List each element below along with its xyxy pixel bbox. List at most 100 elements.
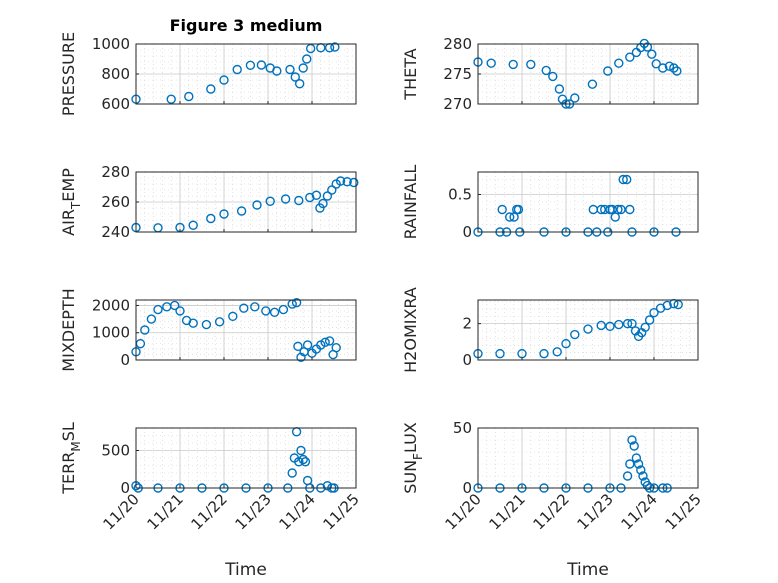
rainfall-data-point [613,204,623,215]
theta-data-point [625,52,635,62]
rainfall-data-point [625,204,635,215]
rainfall-data-point [497,204,507,215]
subplot-mixdepth: 0 1000 2000 MIXDEPTH [59,288,357,372]
pressure-data-point [298,63,308,73]
air-temp-y-tick-label: 240 [101,223,130,241]
sun-flux-data-point [636,465,646,475]
sun-flux-data-point [638,471,648,481]
h2omixra-y-axis-label-main: H2OMIXRA [401,287,420,373]
mixdepth-data-point [291,298,302,308]
mixdepth-data-point [188,318,198,328]
mixdepth-data-point [320,337,330,347]
sun-flux-data-point [631,453,642,463]
mixdepth-y-tick-label: 1000 [92,324,130,342]
h2omixra-data-point [627,318,637,329]
theta-data-point [664,61,675,71]
pressure-data-point [285,64,295,75]
h2omixra-y-tick-label: 2 [462,315,472,333]
terr-msl-y-tick-label: 0 [120,479,130,497]
terr-msl-axes-border [135,427,357,489]
rainfall-data-point [504,212,515,222]
terr-msl-data-point [296,445,306,456]
h2omixra-y-axis-label: H2OMIXRA [401,287,420,373]
h2omixra-data-point [662,300,672,311]
theta-data-point [548,71,558,82]
mixdepth-y-axis-label: MIXDEPTH [59,288,78,371]
pressure-y-tick-label: 600 [101,95,130,113]
theta-data-point [647,49,657,59]
air-temp-data-point [335,176,346,186]
air-temp-y-axis-label-main: AIR [59,209,78,236]
h2omixra-data-point [539,348,549,359]
pressure-data-point [272,66,282,76]
air-temp-data-point [188,220,198,230]
air-temp-y-tick-label: 280 [101,163,130,181]
figure-title: Figure 3 medium [170,16,323,35]
theta-data-point [508,59,518,70]
rainfall-y-axis-label-main: RAINFALL [401,165,420,240]
sun-flux-axes-border [477,427,699,489]
pressure-y-axis-label-main: PRESSURE [59,32,78,116]
air-temp-data-point [252,200,262,210]
mixdepth-data-point [293,341,303,352]
mixdepth-data-point [201,319,212,330]
sun-flux-y-axis-label-main: SUN [401,460,420,494]
terr-msl-x-tick-label: 11/24 [276,490,319,533]
air-temp-data-point [236,206,247,216]
mixdepth-data-point [146,314,157,324]
air-temp-y-axis-label-subscript: T [69,201,83,210]
pressure-data-point [302,54,312,64]
mixdepth-data-point [331,343,341,353]
h2omixra-data-point [622,318,633,329]
terr-msl-data-point [294,457,304,467]
sun-flux-x-tick-label: 11/24 [618,490,661,533]
mixdepth-data-point [250,302,260,312]
sun-flux-x-tick-label: 11/25 [662,490,705,533]
air-temp-data-point [305,192,315,203]
h2omixra-axes-border [477,299,699,361]
mixdepth-y-tick-label: 2000 [92,296,130,314]
air-temp-data-point [294,195,304,206]
terr-msl-x-tick-label: 11/23 [232,490,275,533]
mixdepth-data-point [175,306,185,316]
pressure-data-point [256,60,267,70]
sun-flux-y-tick-label: 0 [462,479,472,497]
pressure-data-point [330,42,340,52]
theta-data-point [642,42,653,52]
sun-flux-x-tick-label: 11/21 [486,490,529,533]
pressure-data-point [166,94,176,104]
pressure-data-point [290,72,300,82]
terr-msl-data-point [322,481,333,491]
theta-data-point [614,58,624,68]
theta-data-point [658,63,668,73]
theta-y-tick-label: 275 [443,65,472,83]
pressure-data-point [245,60,256,71]
theta-y-tick-label: 270 [443,95,472,113]
theta-data-point [651,59,661,69]
mixdepth-axes-border [135,299,357,361]
h2omixra-data-point [644,315,655,325]
terr-msl-x-tick-label: 11/22 [188,490,231,533]
sun-flux-y-axis-label: SUNFLUX [401,422,425,494]
air-temp-data-point [219,209,229,219]
subplot-h2omixra: 0 2 H2OMIXRA [401,287,699,373]
rainfall-data-point [618,174,628,185]
h2omixra-data-point [495,348,505,359]
mixdepth-data-point [239,303,249,313]
theta-y-axis-label: THETA [401,48,420,100]
mixdepth-data-point [261,306,271,316]
h2omixra-data-point [605,321,615,332]
terr-msl-x-tick-label: 11/21 [144,490,187,533]
h2omixra-data-point [596,320,606,331]
terr-msl-data-point [287,468,297,478]
rainfall-data-point [616,204,626,215]
air-temp-data-point [322,191,333,201]
sun-flux-axes-background [477,427,699,489]
theta-data-point [541,65,551,76]
h2omixra-data-point [640,322,650,332]
air-temp-data-point [206,213,216,224]
mixdepth-data-point [269,307,280,317]
h2omixra-data-point [614,319,624,330]
